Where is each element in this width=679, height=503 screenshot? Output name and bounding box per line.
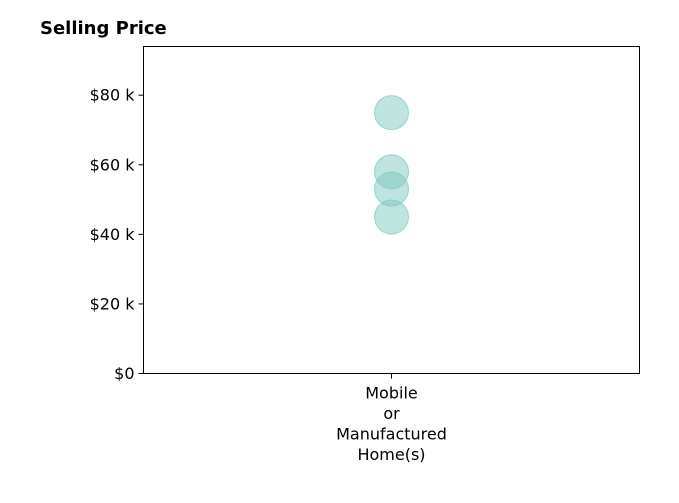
y-axis: $0 $20 k $40 k $60 k $80 k — [90, 86, 144, 383]
data-point — [374, 95, 409, 131]
y-tick-label: $80 k — [90, 86, 136, 105]
y-tick-label: $40 k — [90, 225, 136, 244]
data-point — [374, 199, 409, 235]
x-axis: Mobile or Manufactured Home(s) — [336, 373, 447, 465]
y-tick-label: $20 k — [90, 294, 136, 313]
y-tick-label: $60 k — [90, 155, 136, 174]
x-tick-label: Mobile or Manufactured Home(s) — [336, 384, 447, 465]
chart-title: Selling Price — [40, 18, 167, 39]
y-tick-label: $0 — [114, 364, 134, 383]
data-points — [374, 95, 409, 235]
